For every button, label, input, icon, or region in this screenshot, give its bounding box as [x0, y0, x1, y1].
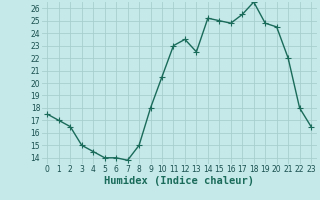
X-axis label: Humidex (Indice chaleur): Humidex (Indice chaleur) [104, 176, 254, 186]
